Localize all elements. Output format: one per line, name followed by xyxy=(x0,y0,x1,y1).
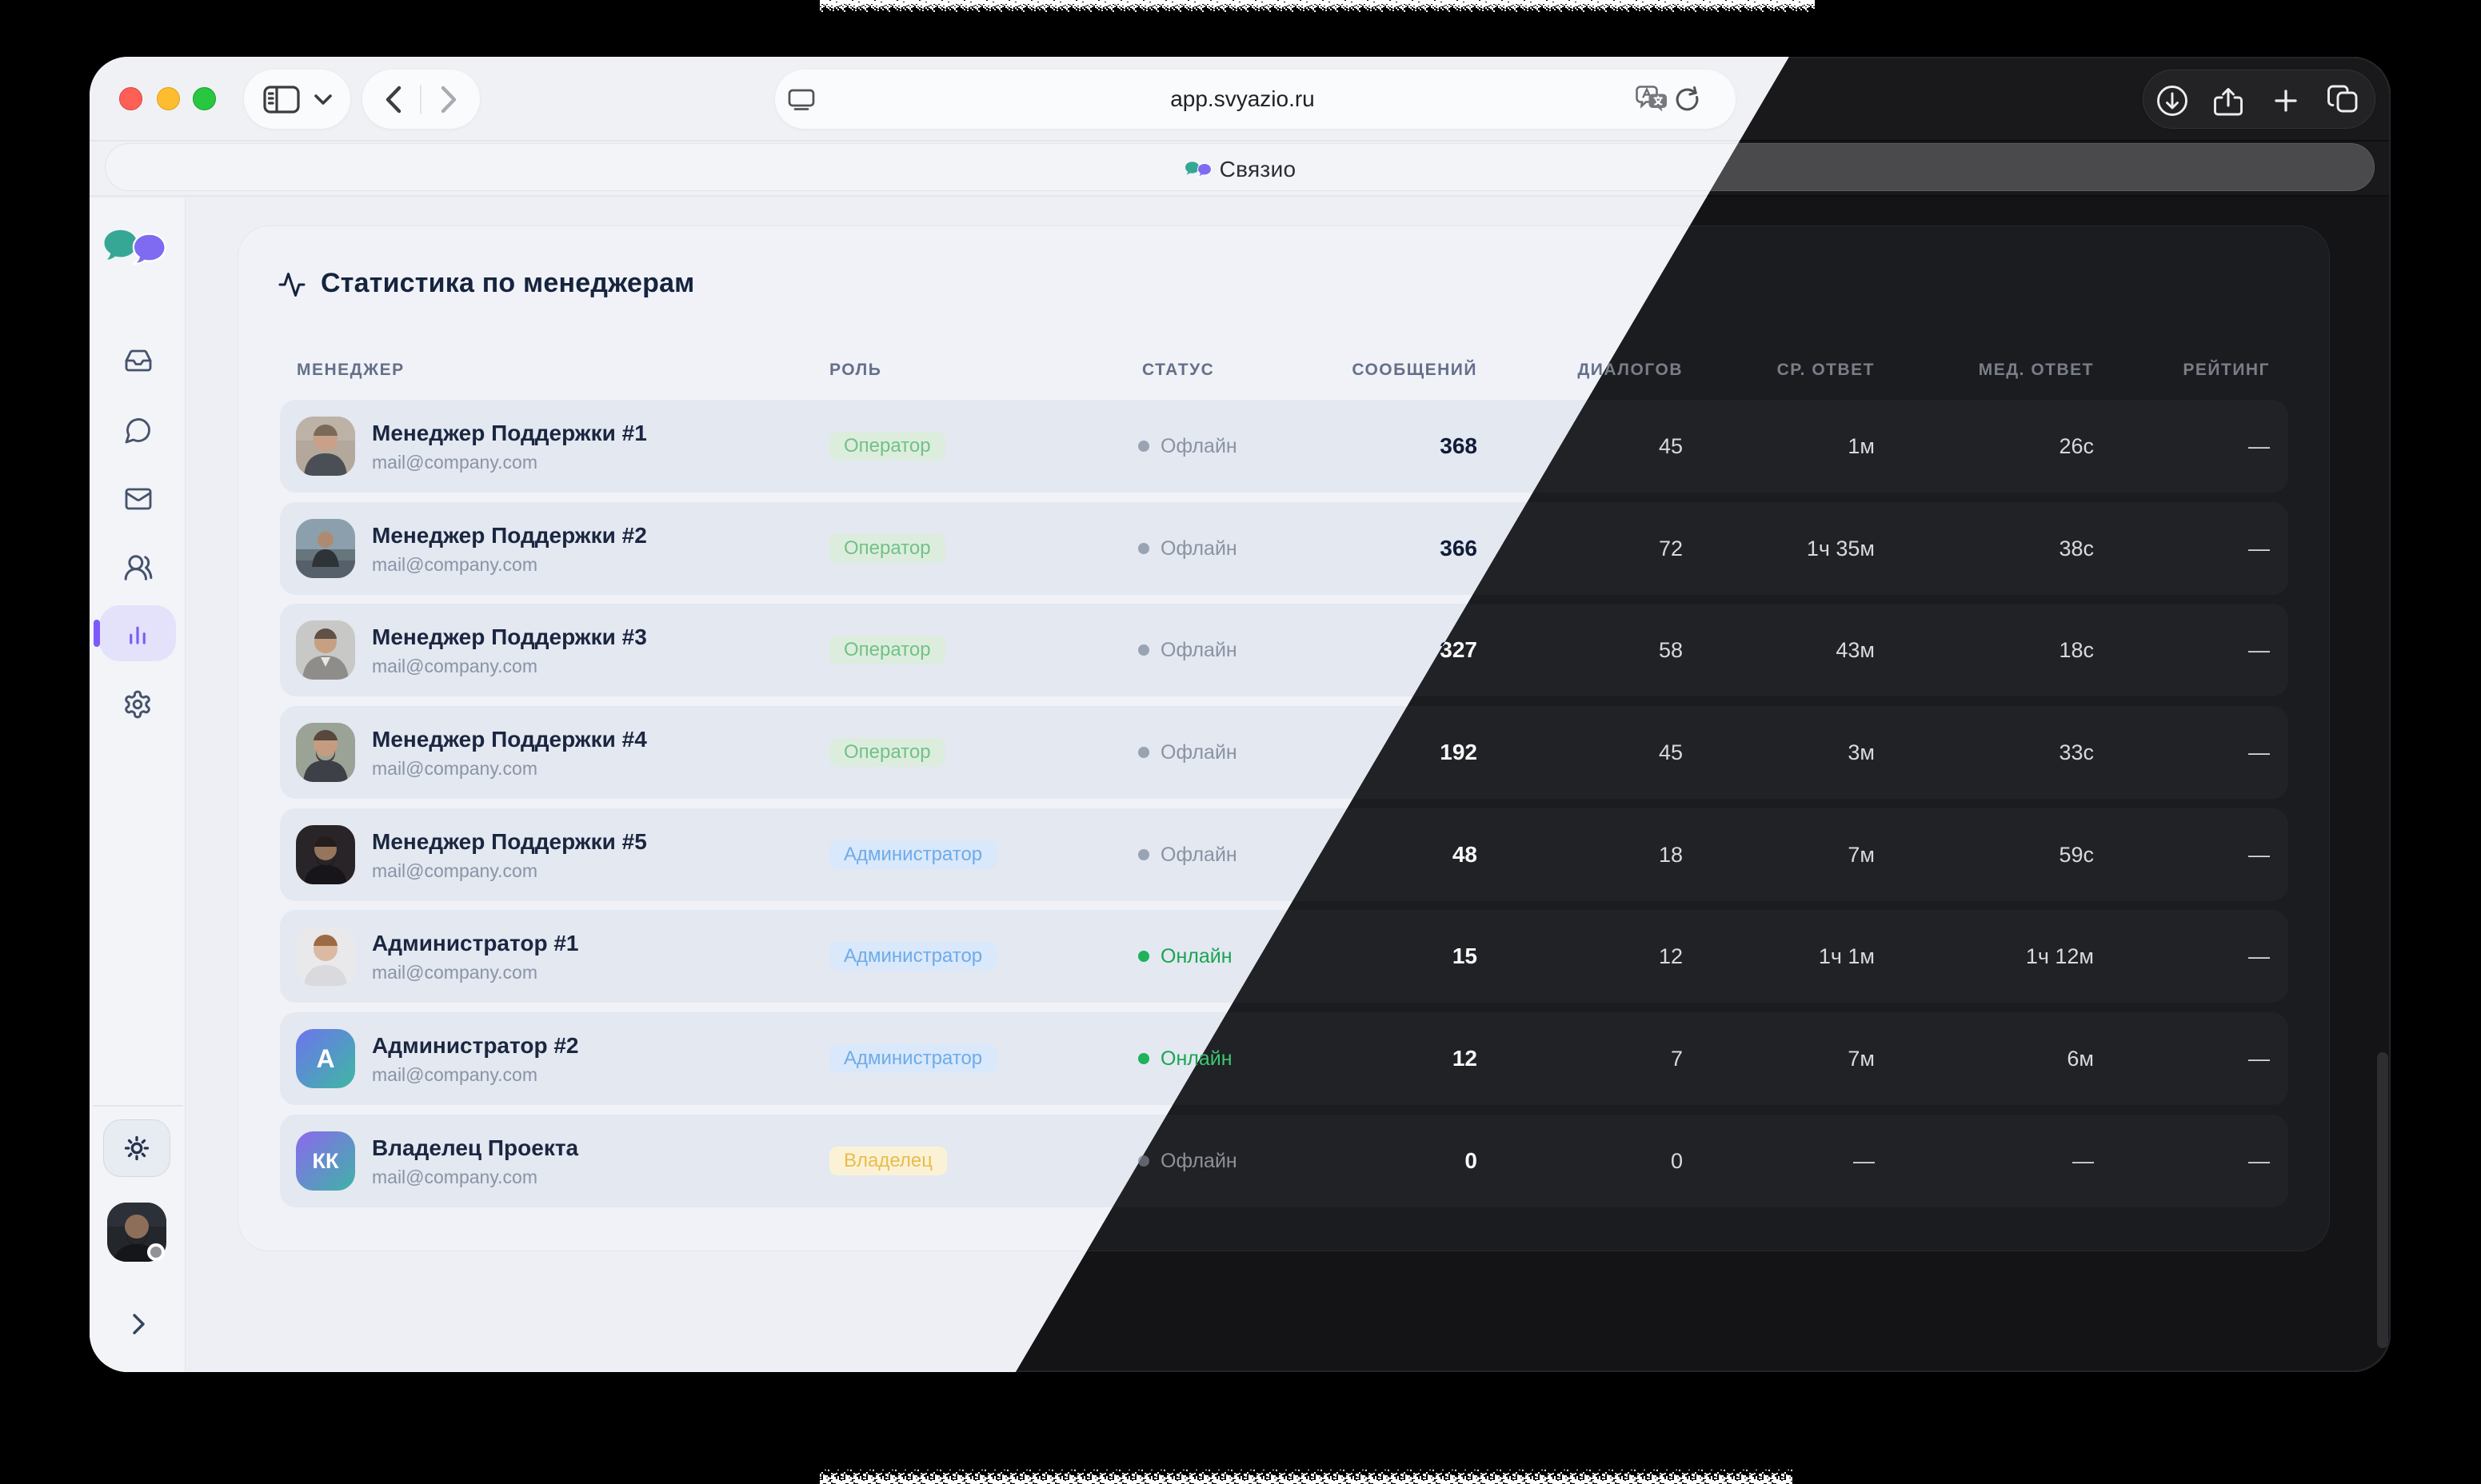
svg-text:А: А xyxy=(316,1044,334,1073)
svg-text:КК: КК xyxy=(313,1149,339,1173)
